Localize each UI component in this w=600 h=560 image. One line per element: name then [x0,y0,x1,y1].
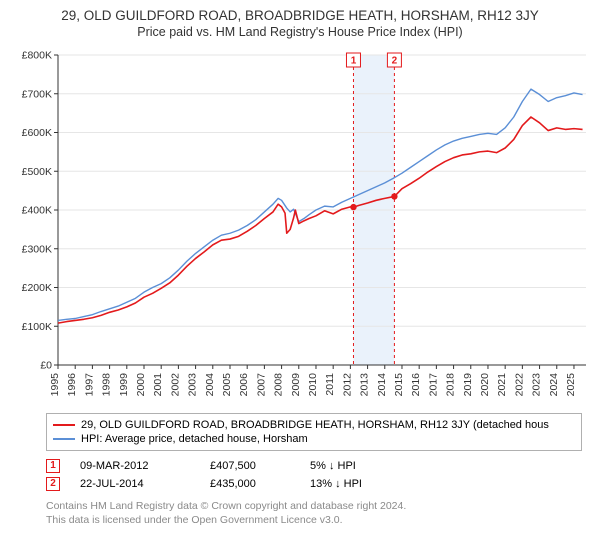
attribution-line2: This data is licensed under the Open Gov… [46,513,586,527]
svg-text:2008: 2008 [273,373,285,397]
svg-text:1995: 1995 [49,373,61,397]
legend: 29, OLD GUILDFORD ROAD, BROADBRIDGE HEAT… [46,413,582,451]
svg-text:2: 2 [392,56,398,67]
attribution: Contains HM Land Registry data © Crown c… [46,499,586,527]
svg-text:2005: 2005 [221,373,233,397]
svg-text:2020: 2020 [479,373,491,397]
attribution-line1: Contains HM Land Registry data © Crown c… [46,499,586,513]
sale-price-2: £435,000 [210,478,290,490]
svg-text:1: 1 [351,56,357,67]
legend-row-series1: 29, OLD GUILDFORD ROAD, BROADBRIDGE HEAT… [53,418,575,432]
svg-text:£500K: £500K [22,166,52,178]
svg-text:2002: 2002 [169,373,181,397]
svg-text:£300K: £300K [22,243,52,255]
svg-text:1997: 1997 [83,373,95,397]
svg-text:2018: 2018 [445,373,457,397]
svg-text:1998: 1998 [101,373,113,397]
svg-text:2007: 2007 [255,373,267,397]
svg-text:2003: 2003 [187,373,199,397]
sale-date-1: 09-MAR-2012 [80,460,190,472]
svg-text:£700K: £700K [22,88,52,100]
svg-text:2011: 2011 [324,373,336,396]
svg-text:2012: 2012 [341,373,353,397]
legend-swatch-series1 [53,424,75,426]
svg-text:£600K: £600K [22,127,52,139]
svg-text:2021: 2021 [496,373,508,397]
svg-text:2006: 2006 [238,373,250,397]
svg-text:£200K: £200K [22,282,52,294]
sale-diff-1: 5% ↓ HPI [310,460,430,472]
svg-text:2014: 2014 [376,373,388,397]
svg-text:2013: 2013 [359,373,371,397]
svg-text:£800K: £800K [22,50,52,62]
svg-text:2025: 2025 [565,373,577,397]
legend-row-series2: HPI: Average price, detached house, Hors… [53,432,575,446]
legend-swatch-series2 [53,438,75,440]
chart-area: £0 £100K £200K £300K £400K £500K £600K £700K £80… [10,45,590,405]
sale-marker-2: 2 [46,477,60,491]
svg-text:2022: 2022 [513,373,525,397]
svg-text:£400K: £400K [22,205,52,217]
sale-price-1: £407,500 [210,460,290,472]
chart-subtitle: Price paid vs. HM Land Registry's House … [10,25,590,39]
svg-text:2017: 2017 [427,373,439,397]
chart-svg: £0 £100K £200K £300K £400K £500K £600K £700K £80… [10,45,590,405]
svg-text:2023: 2023 [531,373,543,397]
svg-text:2004: 2004 [204,373,216,397]
sale-row-1: 1 09-MAR-2012 £407,500 5% ↓ HPI [46,457,586,475]
svg-text:£100K: £100K [22,321,52,333]
legend-label-series1: 29, OLD GUILDFORD ROAD, BROADBRIDGE HEAT… [81,419,549,431]
chart-title: 29, OLD GUILDFORD ROAD, BROADBRIDGE HEAT… [10,8,590,23]
svg-text:2000: 2000 [135,373,147,397]
sale-date-2: 22-JUL-2014 [80,478,190,490]
svg-text:2024: 2024 [548,373,560,397]
svg-text:2001: 2001 [152,373,164,397]
sale-row-2: 2 22-JUL-2014 £435,000 13% ↓ HPI [46,475,586,493]
svg-text:1999: 1999 [118,373,130,397]
svg-text:2010: 2010 [307,373,319,397]
svg-text:2015: 2015 [393,373,405,397]
sale-marker-1: 1 [46,459,60,473]
svg-text:2019: 2019 [462,373,474,397]
svg-text:£0: £0 [40,360,52,372]
svg-text:2009: 2009 [290,373,302,397]
sales-table: 1 09-MAR-2012 £407,500 5% ↓ HPI 2 22-JUL… [46,457,586,493]
legend-label-series2: HPI: Average price, detached house, Hors… [81,433,308,445]
sale-diff-2: 13% ↓ HPI [310,478,430,490]
svg-text:2016: 2016 [410,373,422,397]
svg-text:1996: 1996 [66,373,78,397]
